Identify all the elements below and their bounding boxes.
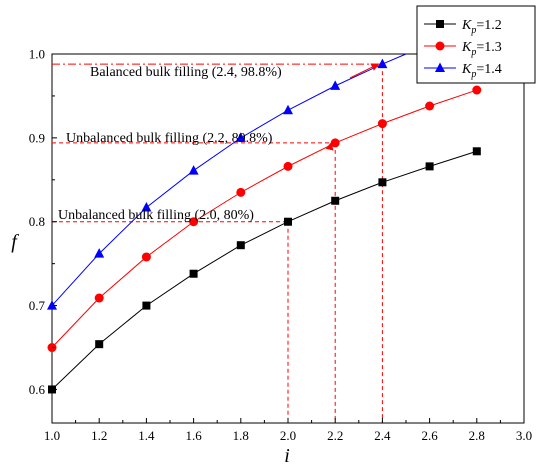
legend-label: Kp=1.3 [461, 40, 502, 58]
x-tick-label: 1.0 [44, 428, 60, 443]
data-point [189, 217, 199, 227]
legend-subscript: p [470, 69, 476, 80]
data-point [94, 293, 104, 303]
y-tick-label: 0.8 [29, 214, 45, 229]
data-point [235, 132, 246, 142]
y-tick-label: 0.9 [29, 130, 45, 145]
annotation-label: Unbalanced bulk filling (2.2, 89.8%) [66, 131, 273, 146]
legend-label: Kp=1.2 [461, 18, 502, 36]
data-point [47, 300, 57, 310]
annotation-label: Unbalanced bulk filling (2.0, 80%) [58, 208, 254, 223]
data-point [94, 248, 105, 258]
data-point [141, 201, 152, 212]
data-point [377, 119, 387, 129]
x-tick-label: 2.0 [280, 428, 296, 443]
data-point [330, 80, 341, 90]
x-tick-label: 2.4 [374, 428, 391, 443]
y-tick-label: 1.0 [29, 47, 45, 62]
legend: Kp=1.2Kp=1.3Kp=1.4 [416, 5, 536, 84]
data-point [142, 301, 151, 310]
x-tick-label: 1.2 [91, 428, 107, 443]
data-point [378, 178, 387, 187]
data-point [141, 252, 151, 262]
x-tick-label: 1.4 [138, 428, 155, 443]
data-point [95, 340, 104, 349]
data-point [236, 241, 245, 250]
y-axis-title: f [11, 231, 19, 253]
data-point [284, 217, 292, 226]
data-point [189, 269, 198, 278]
x-tick-label: 1.6 [185, 428, 202, 443]
data-point [425, 162, 434, 171]
legend-marker [436, 20, 444, 28]
data-point [330, 138, 340, 148]
data-point [472, 147, 481, 156]
x-axis: 1.0 1.2 1.4 1.6 1.8 2.0 2.2 2.4 2.6 2.8 3.0 [44, 418, 532, 443]
legend-value: =1.3 [476, 40, 501, 55]
annotation-label: Balanced bulk filling (2.4, 98.8%) [90, 65, 282, 80]
annotation-arrow [349, 63, 380, 79]
legend-value: =1.2 [476, 18, 501, 33]
legend-marker [435, 41, 445, 51]
x-tick-label: 2.8 [469, 428, 485, 443]
y-axis: 0.6 0.7 0.8 0.9 1.0 [29, 47, 57, 397]
legend-label: Kp=1.4 [461, 62, 502, 80]
x-tick-label: 2.2 [327, 428, 343, 443]
x-tick-label: 3.0 [516, 428, 532, 443]
annotations: Balanced bulk filling (2.4, 98.8%) Unbala… [58, 63, 380, 223]
data-point [472, 85, 482, 95]
x-tick-label: 1.8 [233, 428, 249, 443]
data-point [425, 101, 435, 111]
legend-symbol: K [461, 18, 472, 33]
data-point [377, 58, 388, 69]
data-point [236, 187, 246, 197]
legend-subscript: p [470, 25, 476, 36]
x-axis-title: i [284, 445, 290, 467]
legend-marker [435, 62, 445, 72]
legend-symbol: K [461, 62, 472, 77]
series-line [51, 89, 477, 348]
annotation-arrow [325, 141, 334, 151]
y-tick-label: 0.6 [29, 382, 46, 397]
data-point [188, 165, 199, 175]
x-tick-label: 2.6 [421, 428, 438, 443]
series-line [51, 150, 477, 390]
data-point [283, 161, 293, 171]
series-layer [47, 53, 482, 394]
data-point [283, 104, 293, 115]
legend-value: =1.4 [476, 62, 501, 77]
y-tick-label: 0.7 [29, 298, 46, 313]
legend-symbol: K [461, 40, 472, 55]
legend-subscript: p [470, 47, 476, 58]
data-point [331, 196, 340, 205]
